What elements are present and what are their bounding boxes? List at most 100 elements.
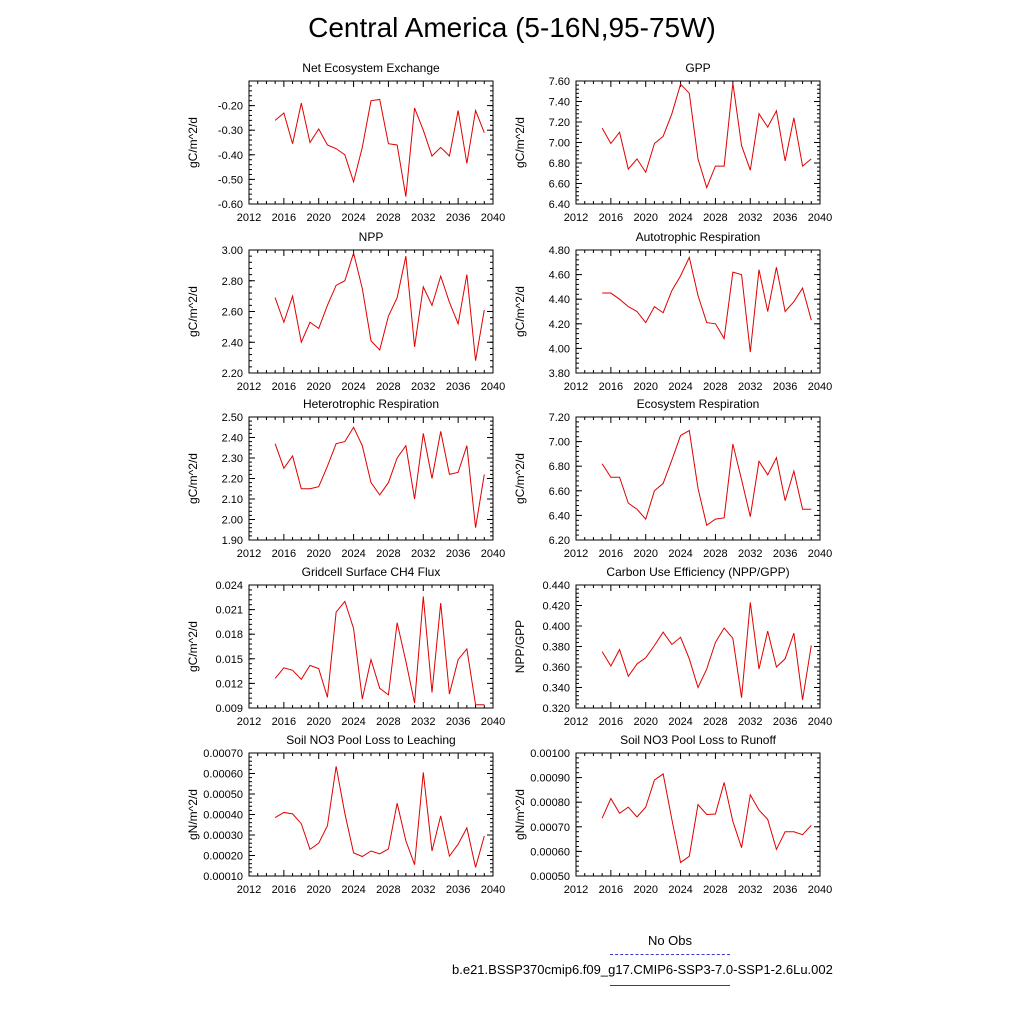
y-tick-label: 0.00040 [203,810,243,822]
x-tick-label: 2032 [738,884,762,896]
x-tick-label: 2012 [237,716,261,728]
series-line-1 [601,602,812,700]
y-axis-label: NPP/GPP [513,620,527,673]
y-tick-label: 2.40 [222,433,243,445]
page-title: Central America (5-16N,95-75W) [308,12,716,43]
y-tick-label: -0.40 [218,150,243,162]
legend-label-no-obs: No Obs [647,933,693,948]
x-tick-label: 2016 [599,548,623,560]
x-tick-label: 2016 [272,884,296,896]
y-tick-label: 0.018 [215,629,243,641]
plot-frame [248,416,494,541]
panel-title: Autotrophic Respiration [636,230,761,244]
x-tick-label: 2040 [481,716,505,728]
x-tick-label: 2012 [564,884,588,896]
y-tick-label: 6.80 [549,158,570,170]
x-tick-label: 2028 [376,381,400,393]
y-tick-label: 6.60 [549,179,570,191]
y-tick-label: 0.320 [542,703,570,715]
chart-panel-3: NPP gC/m^2/d 2012 2016 2020 2024 2028 2032 2036 2… [186,230,505,393]
y-axis-label: gN/m^2/d [186,789,200,840]
x-tick-label: 2024 [341,381,365,393]
y-tick-label: 0.340 [542,683,570,695]
x-tick-label: 2012 [564,548,588,560]
chart-panel-6: Ecosystem Respiration gC/m^2/d 2012 2016 202… [513,397,832,560]
plot-frame [248,80,494,205]
x-tick-label: 2028 [376,212,400,224]
y-tick-label: 7.20 [549,117,570,129]
y-tick-label: 2.30 [222,453,243,465]
x-tick-label: 2040 [808,212,832,224]
x-tick-label: 2020 [306,548,330,560]
series-line-1 [274,766,485,868]
y-tick-label: 7.00 [549,437,570,449]
y-tick-label: -0.60 [218,199,243,211]
y-tick-label: 2.40 [222,337,243,349]
y-tick-label: 2.00 [222,515,243,527]
x-tick-label: 2036 [446,884,470,896]
x-tick-label: 2032 [411,381,435,393]
plot-frame [248,752,494,877]
panel-title: Ecosystem Respiration [637,397,760,411]
chart-panel-2: GPP gC/m^2/d 2012 2016 2020 2024 2028 2032 2036 2… [513,61,832,224]
y-tick-label: 0.440 [542,580,570,592]
x-tick-label: 2020 [633,212,657,224]
y-tick-label: 4.80 [549,245,570,257]
x-tick-label: 2020 [633,381,657,393]
y-tick-label: 6.60 [549,486,570,498]
panel-title: Net Ecosystem Exchange [302,61,440,75]
plot-frame [248,249,494,374]
y-tick-label: 0.400 [542,621,570,633]
y-tick-label: 3.00 [222,245,243,257]
y-tick-label: 2.20 [222,474,243,486]
chart-panel-5: Heterotrophic Respiration gC/m^2/d 2012 201… [186,397,505,560]
x-tick-label: 2032 [411,884,435,896]
panel-title: GPP [685,61,710,75]
chart-panel-10: Soil NO3 Pool Loss to Runoff gN/m^2/d 2012… [513,733,832,896]
x-tick-label: 2040 [481,381,505,393]
series-line-1 [602,255,812,353]
x-tick-label: 2028 [703,716,727,728]
y-tick-label: 1.90 [222,535,243,547]
plot-frame [575,249,821,374]
x-tick-label: 2024 [668,716,692,728]
y-tick-label: 0.00050 [530,871,570,883]
y-tick-label: 0.420 [542,601,570,613]
plot-frame [248,584,494,709]
x-tick-label: 2020 [306,212,330,224]
y-axis-label: gC/m^2/d [186,286,200,337]
y-tick-label: 0.380 [542,642,570,654]
y-tick-label: 0.012 [215,678,243,690]
x-tick-label: 2012 [564,212,588,224]
x-tick-label: 2040 [481,884,505,896]
y-tick-label: 4.00 [549,343,570,355]
y-tick-label: 0.00100 [530,748,570,760]
x-tick-label: 2032 [738,716,762,728]
y-tick-label: 0.00080 [530,797,570,809]
x-tick-label: 2028 [376,884,400,896]
y-tick-label: 0.00030 [203,830,243,842]
y-tick-label: -0.50 [218,174,243,186]
x-tick-label: 2036 [773,212,797,224]
x-tick-label: 2032 [738,212,762,224]
plot-frame [575,752,821,877]
y-tick-label: 2.80 [222,276,243,288]
legend-label-run: b.e21.BSSP370cmip6.f09_g17.CMIP6-SSP3-7.… [452,962,833,977]
plot-frame [575,416,821,541]
plot-frame [575,80,821,205]
x-tick-label: 2040 [808,884,832,896]
x-tick-label: 2036 [773,381,797,393]
x-tick-label: 2028 [703,212,727,224]
x-tick-label: 2012 [564,381,588,393]
x-tick-label: 2016 [599,884,623,896]
x-tick-label: 2036 [773,548,797,560]
x-tick-label: 2012 [237,884,261,896]
x-tick-label: 2036 [446,548,470,560]
y-tick-label: 0.009 [215,703,243,715]
x-tick-label: 2012 [237,212,261,224]
x-tick-label: 2032 [411,716,435,728]
plot-frame [575,584,821,709]
y-tick-label: 2.50 [222,412,243,424]
x-tick-label: 2040 [808,548,832,560]
